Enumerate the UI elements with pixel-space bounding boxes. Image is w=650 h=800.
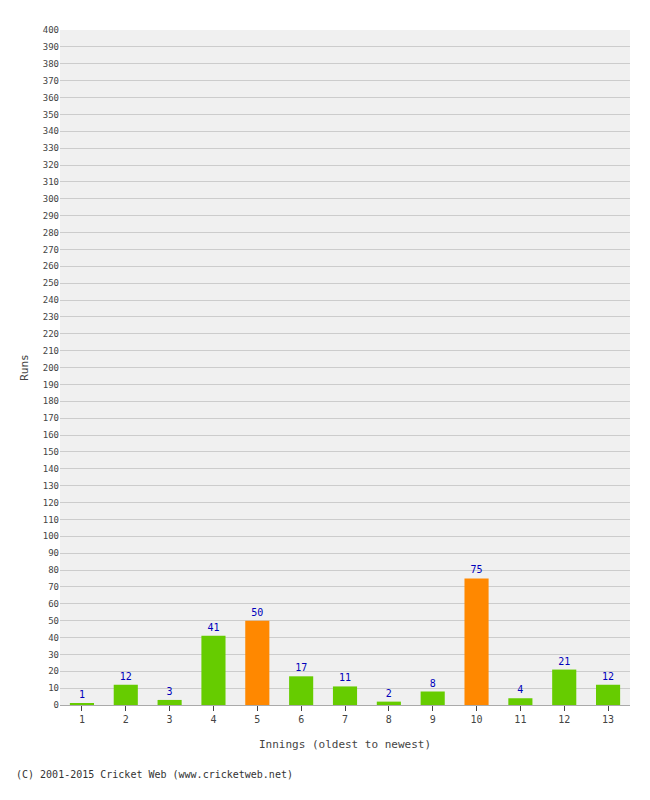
- svg-text:20: 20: [48, 666, 59, 676]
- svg-text:75: 75: [471, 564, 483, 575]
- svg-text:370: 370: [43, 76, 59, 86]
- svg-text:5: 5: [254, 714, 260, 725]
- svg-text:400: 400: [43, 25, 59, 35]
- svg-text:50: 50: [48, 616, 59, 626]
- svg-text:80: 80: [48, 565, 59, 575]
- svg-text:12: 12: [120, 671, 132, 682]
- svg-text:0: 0: [54, 700, 59, 710]
- svg-text:180: 180: [43, 396, 59, 406]
- svg-text:11: 11: [339, 672, 351, 683]
- svg-text:380: 380: [43, 59, 59, 69]
- svg-text:250: 250: [43, 278, 59, 288]
- svg-text:6: 6: [298, 714, 304, 725]
- svg-text:12: 12: [602, 671, 614, 682]
- svg-text:340: 340: [43, 126, 59, 136]
- svg-text:240: 240: [43, 295, 59, 305]
- svg-text:360: 360: [43, 93, 59, 103]
- svg-text:2: 2: [386, 688, 392, 699]
- svg-text:11: 11: [514, 714, 526, 725]
- svg-text:60: 60: [48, 599, 59, 609]
- svg-text:120: 120: [43, 498, 59, 508]
- svg-text:320: 320: [43, 160, 59, 170]
- svg-text:290: 290: [43, 211, 59, 221]
- svg-text:21: 21: [558, 656, 570, 667]
- svg-text:4: 4: [517, 684, 523, 695]
- svg-text:40: 40: [48, 633, 59, 643]
- svg-text:350: 350: [43, 110, 59, 120]
- svg-text:2: 2: [123, 714, 129, 725]
- svg-text:8: 8: [430, 678, 436, 689]
- svg-text:70: 70: [48, 582, 59, 592]
- svg-text:190: 190: [43, 380, 59, 390]
- svg-text:7: 7: [342, 714, 348, 725]
- svg-text:1: 1: [79, 714, 85, 725]
- svg-text:160: 160: [43, 430, 59, 440]
- svg-text:10: 10: [48, 683, 59, 693]
- svg-text:390: 390: [43, 42, 59, 52]
- svg-text:310: 310: [43, 177, 59, 187]
- svg-text:1: 1: [79, 689, 85, 700]
- svg-text:130: 130: [43, 481, 59, 491]
- svg-text:Innings (oldest to newest): Innings (oldest to newest): [259, 738, 431, 751]
- svg-text:330: 330: [43, 143, 59, 153]
- svg-text:220: 220: [43, 329, 59, 339]
- svg-text:110: 110: [43, 515, 59, 525]
- svg-text:280: 280: [43, 228, 59, 238]
- svg-text:Runs: Runs: [18, 354, 31, 381]
- svg-text:170: 170: [43, 413, 59, 423]
- svg-text:30: 30: [48, 650, 59, 660]
- svg-text:90: 90: [48, 548, 59, 558]
- svg-text:260: 260: [43, 261, 59, 271]
- svg-text:(C) 2001-2015 Cricket Web (www: (C) 2001-2015 Cricket Web (www.cricketwe…: [16, 769, 293, 780]
- svg-text:17: 17: [295, 662, 307, 673]
- svg-text:3: 3: [167, 714, 173, 725]
- svg-text:50: 50: [251, 607, 263, 618]
- svg-text:3: 3: [167, 686, 173, 697]
- svg-text:150: 150: [43, 447, 59, 457]
- svg-text:270: 270: [43, 245, 59, 255]
- svg-text:200: 200: [43, 363, 59, 373]
- svg-text:300: 300: [43, 194, 59, 204]
- svg-text:9: 9: [430, 714, 436, 725]
- svg-text:100: 100: [43, 531, 59, 541]
- svg-text:230: 230: [43, 312, 59, 322]
- svg-text:210: 210: [43, 346, 59, 356]
- svg-text:4: 4: [210, 714, 216, 725]
- svg-text:140: 140: [43, 464, 59, 474]
- svg-text:13: 13: [602, 714, 614, 725]
- svg-text:8: 8: [386, 714, 392, 725]
- svg-text:41: 41: [207, 622, 219, 633]
- svg-text:10: 10: [471, 714, 483, 725]
- svg-text:12: 12: [558, 714, 570, 725]
